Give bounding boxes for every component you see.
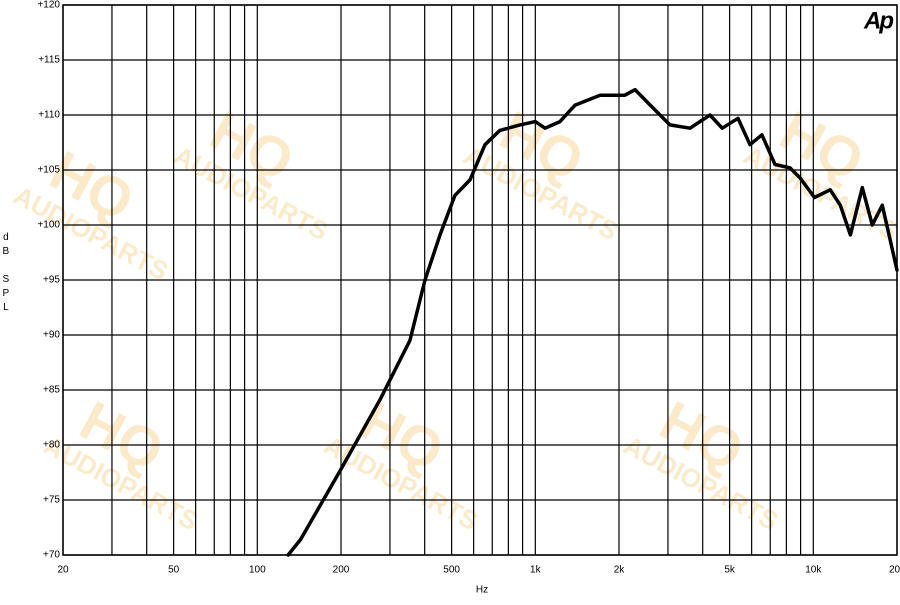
x-axis-label: Hz [476,585,488,596]
response-curve [286,87,899,557]
x-tick-label: 200 [333,565,350,576]
x-tick-label: 5k [724,565,736,576]
x-tick-label: 10k [805,565,822,576]
x-tick-label: 100 [249,565,266,576]
y-tick-label: +95 [43,275,60,286]
y-tick-label: +80 [43,440,60,451]
y-tick-label: +100 [37,220,60,231]
x-tick-label: 20 [57,565,69,576]
y-tick-label: +120 [37,0,60,11]
x-tick-label: 20k [889,565,900,576]
x-tick-label: 1k [530,565,542,576]
y-axis-label: dB SPL [0,232,11,316]
y-tick-label: +70 [43,550,60,561]
y-tick-label: +110 [38,110,60,121]
y-tick-label: +90 [43,330,60,341]
y-tick-label: +105 [37,165,60,176]
plot-frame [62,4,898,556]
y-tick-label: +115 [38,55,60,66]
logo: Ap [863,7,893,34]
x-tick-label: 500 [443,565,460,576]
x-tick-label: 2k [614,565,626,576]
x-tick-label: 50 [168,565,180,576]
y-tick-label: +75 [43,495,60,506]
y-tick-label: +85 [43,385,60,396]
